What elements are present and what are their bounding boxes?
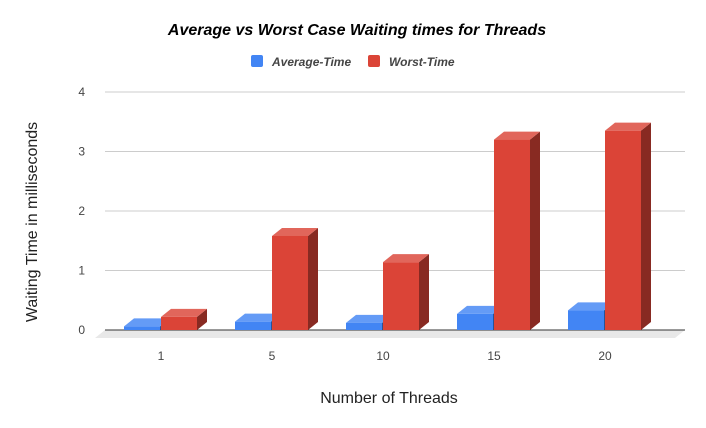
bar-side (530, 131, 540, 330)
bar-side (419, 254, 429, 330)
x-axis-ticks: 1 5 10 15 20 (158, 349, 612, 363)
bar-worst-time-1[interactable] (161, 308, 207, 330)
y-axis-ticks: 0 1 2 3 4 (78, 85, 85, 337)
bar-front (235, 321, 271, 330)
y-tick-label: 3 (78, 145, 85, 159)
x-axis-title: Number of Threads (320, 390, 458, 407)
bar-top (272, 227, 318, 236)
bar-side (641, 122, 651, 330)
bar-front (161, 316, 197, 330)
bar-top (568, 302, 614, 311)
bar-top (346, 314, 392, 323)
bars (124, 122, 651, 330)
bar-top (161, 308, 207, 317)
chart-floor (95, 329, 685, 338)
bar-top (494, 131, 540, 140)
bar-front (124, 326, 160, 330)
y-tick-label: 1 (78, 264, 85, 278)
y-tick-label: 2 (78, 204, 85, 218)
bar-top (235, 313, 281, 322)
legend-item-worst[interactable]: Worst-Time (368, 55, 455, 69)
bar-front (605, 130, 641, 330)
legend-swatch-average (251, 55, 263, 67)
x-tick-label: 5 (269, 349, 276, 363)
bar-front (494, 139, 530, 330)
bar-worst-time-15[interactable] (494, 131, 540, 330)
bar-front (346, 322, 382, 330)
legend-swatch-worst (368, 55, 380, 67)
x-tick-label: 1 (158, 349, 165, 363)
bar-top (383, 254, 429, 263)
legend-item-average[interactable]: Average-Time (251, 55, 351, 69)
y-tick-label: 4 (78, 85, 85, 99)
bar-worst-time-20[interactable] (605, 122, 651, 330)
bar-front (568, 310, 604, 330)
bar-front (383, 262, 419, 330)
bar-front (272, 235, 308, 330)
x-tick-label: 15 (487, 349, 501, 363)
bar-front (457, 313, 493, 330)
floor-plane (95, 330, 685, 338)
bar-worst-time-10[interactable] (383, 254, 429, 330)
bar-side (197, 308, 207, 330)
y-tick-label: 0 (78, 323, 85, 337)
legend: Average-Time Worst-Time (251, 55, 455, 69)
bar-top (605, 122, 651, 131)
bar-side (308, 227, 318, 330)
bar-worst-time-5[interactable] (272, 227, 318, 330)
bar-top (124, 318, 170, 327)
x-tick-label: 10 (376, 349, 390, 363)
x-tick-label: 20 (598, 349, 612, 363)
chart-title: Average vs Worst Case Waiting times for … (167, 22, 546, 39)
legend-label-average: Average-Time (271, 55, 351, 69)
bar-top (457, 305, 503, 314)
y-axis-title: Waiting Time in milliseconds (24, 122, 41, 322)
gridlines (105, 91, 685, 271)
legend-label-worst: Worst-Time (389, 55, 455, 69)
